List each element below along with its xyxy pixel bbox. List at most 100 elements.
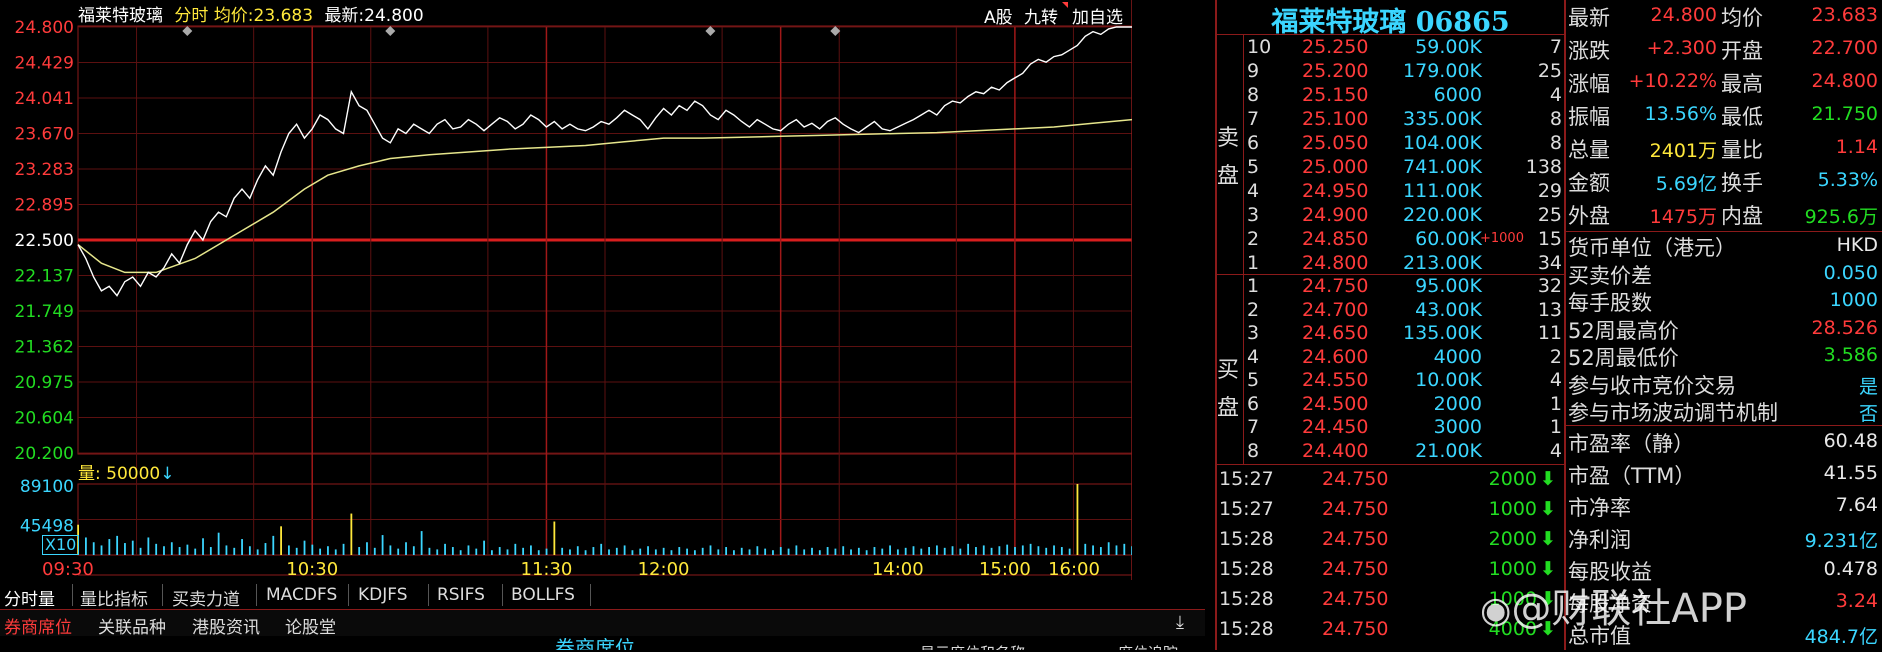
volume-bar	[1076, 484, 1079, 555]
info-label: 买卖价差	[1568, 263, 1652, 288]
tab-kdjfs[interactable]: KDJFS	[358, 585, 408, 605]
ask-row[interactable]: 5 25.000 741.00K 138	[1217, 156, 1564, 180]
volume-bar	[256, 549, 259, 555]
volume-bar	[295, 547, 298, 555]
tab-broker-seats[interactable]: 券商席位	[4, 618, 72, 638]
volume-bar	[920, 548, 923, 555]
ask-row[interactable]: 6 25.050 104.00K 8	[1217, 132, 1564, 156]
bid-level: 2	[1247, 298, 1260, 321]
volume-bar	[451, 547, 454, 555]
download-icon[interactable]: ⤓	[1176, 612, 1184, 633]
bid-row[interactable]: 2 24.700 43.00K 13	[1217, 299, 1564, 323]
info-row: 每手股数 1000	[1564, 287, 1882, 315]
ask-row[interactable]: 8 25.150 6000 4	[1217, 84, 1564, 108]
a-share-button[interactable]: A股	[984, 8, 1013, 28]
volume-bar	[662, 547, 665, 555]
tab-forum[interactable]: 论股堂	[285, 618, 336, 638]
bid-row[interactable]: 6 24.500 2000 1	[1217, 393, 1564, 417]
add-watchlist-button[interactable]: 加自选	[1072, 8, 1123, 28]
bid-row[interactable]: 7 24.450 3000 1	[1217, 416, 1564, 440]
tab-rsifs[interactable]: RSIFS	[437, 585, 485, 605]
jiuzhuan-button[interactable]: 九转	[1024, 8, 1058, 28]
volume-bar	[615, 547, 618, 555]
show-seat-names[interactable]: 显示席位和名称	[920, 642, 1025, 650]
ask-row[interactable]: 3 24.900 220.00K 25	[1217, 204, 1564, 228]
ask-row[interactable]: 2 24.850 60.00K +1000 15	[1217, 228, 1564, 252]
tab-fenshiliang[interactable]: 分时量	[4, 590, 55, 610]
trade-time: 15:28	[1219, 528, 1274, 550]
last-value: 24.800	[364, 6, 424, 26]
quote-value: 22.700	[1811, 37, 1878, 59]
stock-name: 福莱特玻璃	[78, 6, 163, 26]
ask-price: 24.850	[1302, 228, 1369, 250]
intraday-chart[interactable]: 24.80010.22%24.4298.57%24.0416.85%23.670…	[0, 0, 1132, 580]
ask-row[interactable]: 7 25.100 335.00K 8	[1217, 108, 1564, 132]
ask-volume: 59.00K	[1415, 36, 1482, 58]
bid-price: 24.750	[1302, 275, 1369, 297]
fund-row: 市盈（TTM） 41.55	[1564, 460, 1882, 492]
volume-bar	[545, 548, 548, 555]
bid-level: 1	[1247, 275, 1260, 297]
bid-row[interactable]: 4 24.600 4000 2	[1217, 346, 1564, 370]
volume-bar	[170, 542, 173, 555]
seat-tracking[interactable]: 席位追踪	[1118, 642, 1178, 650]
info-label: 货币单位（港元）	[1568, 236, 1736, 260]
bid-count: 13	[1537, 298, 1562, 321]
trade-volume: 4000	[1488, 618, 1537, 640]
tab-bollfs[interactable]: BOLLFS	[511, 585, 575, 605]
last-label: 最新:	[324, 6, 365, 26]
tab-hk-news[interactable]: 港股资讯	[192, 618, 260, 638]
bid-price: 24.600	[1302, 345, 1369, 368]
time-tick-label: 14:00	[872, 559, 924, 580]
volume-bar	[217, 532, 220, 555]
volume-bar	[92, 542, 95, 555]
fund-value: 41.55	[1823, 462, 1878, 484]
bid-row[interactable]: 8 24.400 21.00K 4	[1217, 440, 1564, 464]
volume-bar	[498, 547, 501, 555]
event-marker-icon	[182, 26, 193, 36]
volume-bar	[194, 548, 197, 555]
bid-row[interactable]: 1 24.750 95.00K 32	[1217, 275, 1564, 299]
ask-row[interactable]: 10 25.250 59.00K 7	[1217, 36, 1564, 60]
ask-row[interactable]: 4 24.950 111.00K 29	[1217, 180, 1564, 204]
volume-bar	[1115, 545, 1118, 555]
volume-bar	[772, 550, 774, 555]
tab-related[interactable]: 关联品种	[98, 618, 166, 638]
trade-price: 24.750	[1322, 528, 1389, 550]
tab-macdfs[interactable]: MACDFS	[266, 585, 338, 605]
volume-bar	[896, 549, 899, 555]
quote-label: 外盘	[1568, 204, 1610, 228]
down-arrow-icon: ⬇	[1540, 528, 1556, 550]
volume-bar	[826, 547, 829, 555]
volume-bar	[514, 543, 517, 555]
ask-row[interactable]: 1 24.800 213.00K 34	[1217, 252, 1564, 276]
quote-value: 1.14	[1835, 136, 1878, 158]
volume-label-text: 量: 50000	[78, 464, 161, 484]
volume-bar	[865, 550, 868, 555]
volume-bar	[124, 543, 126, 555]
bid-row[interactable]: 5 24.550 10.00K 4	[1217, 369, 1564, 393]
volume-bar	[631, 550, 634, 555]
buy-label-1: 买	[1217, 358, 1240, 383]
bid-price: 24.550	[1302, 369, 1369, 391]
tab-maimaili[interactable]: 买卖力道	[172, 590, 240, 610]
bid-level: 5	[1247, 369, 1260, 391]
ask-row[interactable]: 9 25.200 179.00K 25	[1217, 60, 1564, 84]
volume-bar	[756, 546, 759, 555]
fund-value: 7.64	[1835, 494, 1878, 516]
bid-volume: 2000	[1433, 392, 1482, 415]
bid-count: 4	[1549, 369, 1562, 391]
bid-row[interactable]: 3 24.650 135.00K 11	[1217, 322, 1564, 346]
volume-bar	[576, 546, 579, 555]
volume-bar	[1053, 545, 1055, 555]
markers	[182, 2, 1068, 36]
ask-level: 3	[1247, 204, 1260, 226]
volume-bar	[373, 547, 376, 555]
volume-bar	[389, 545, 392, 555]
volume-bar	[490, 550, 493, 555]
sell-label-1: 卖	[1217, 126, 1240, 151]
time-tick-label: 12:00	[638, 559, 690, 580]
tab-liangbi[interactable]: 量比指标	[80, 590, 148, 610]
volume-bar	[522, 547, 525, 555]
volume-bar	[998, 546, 1001, 555]
